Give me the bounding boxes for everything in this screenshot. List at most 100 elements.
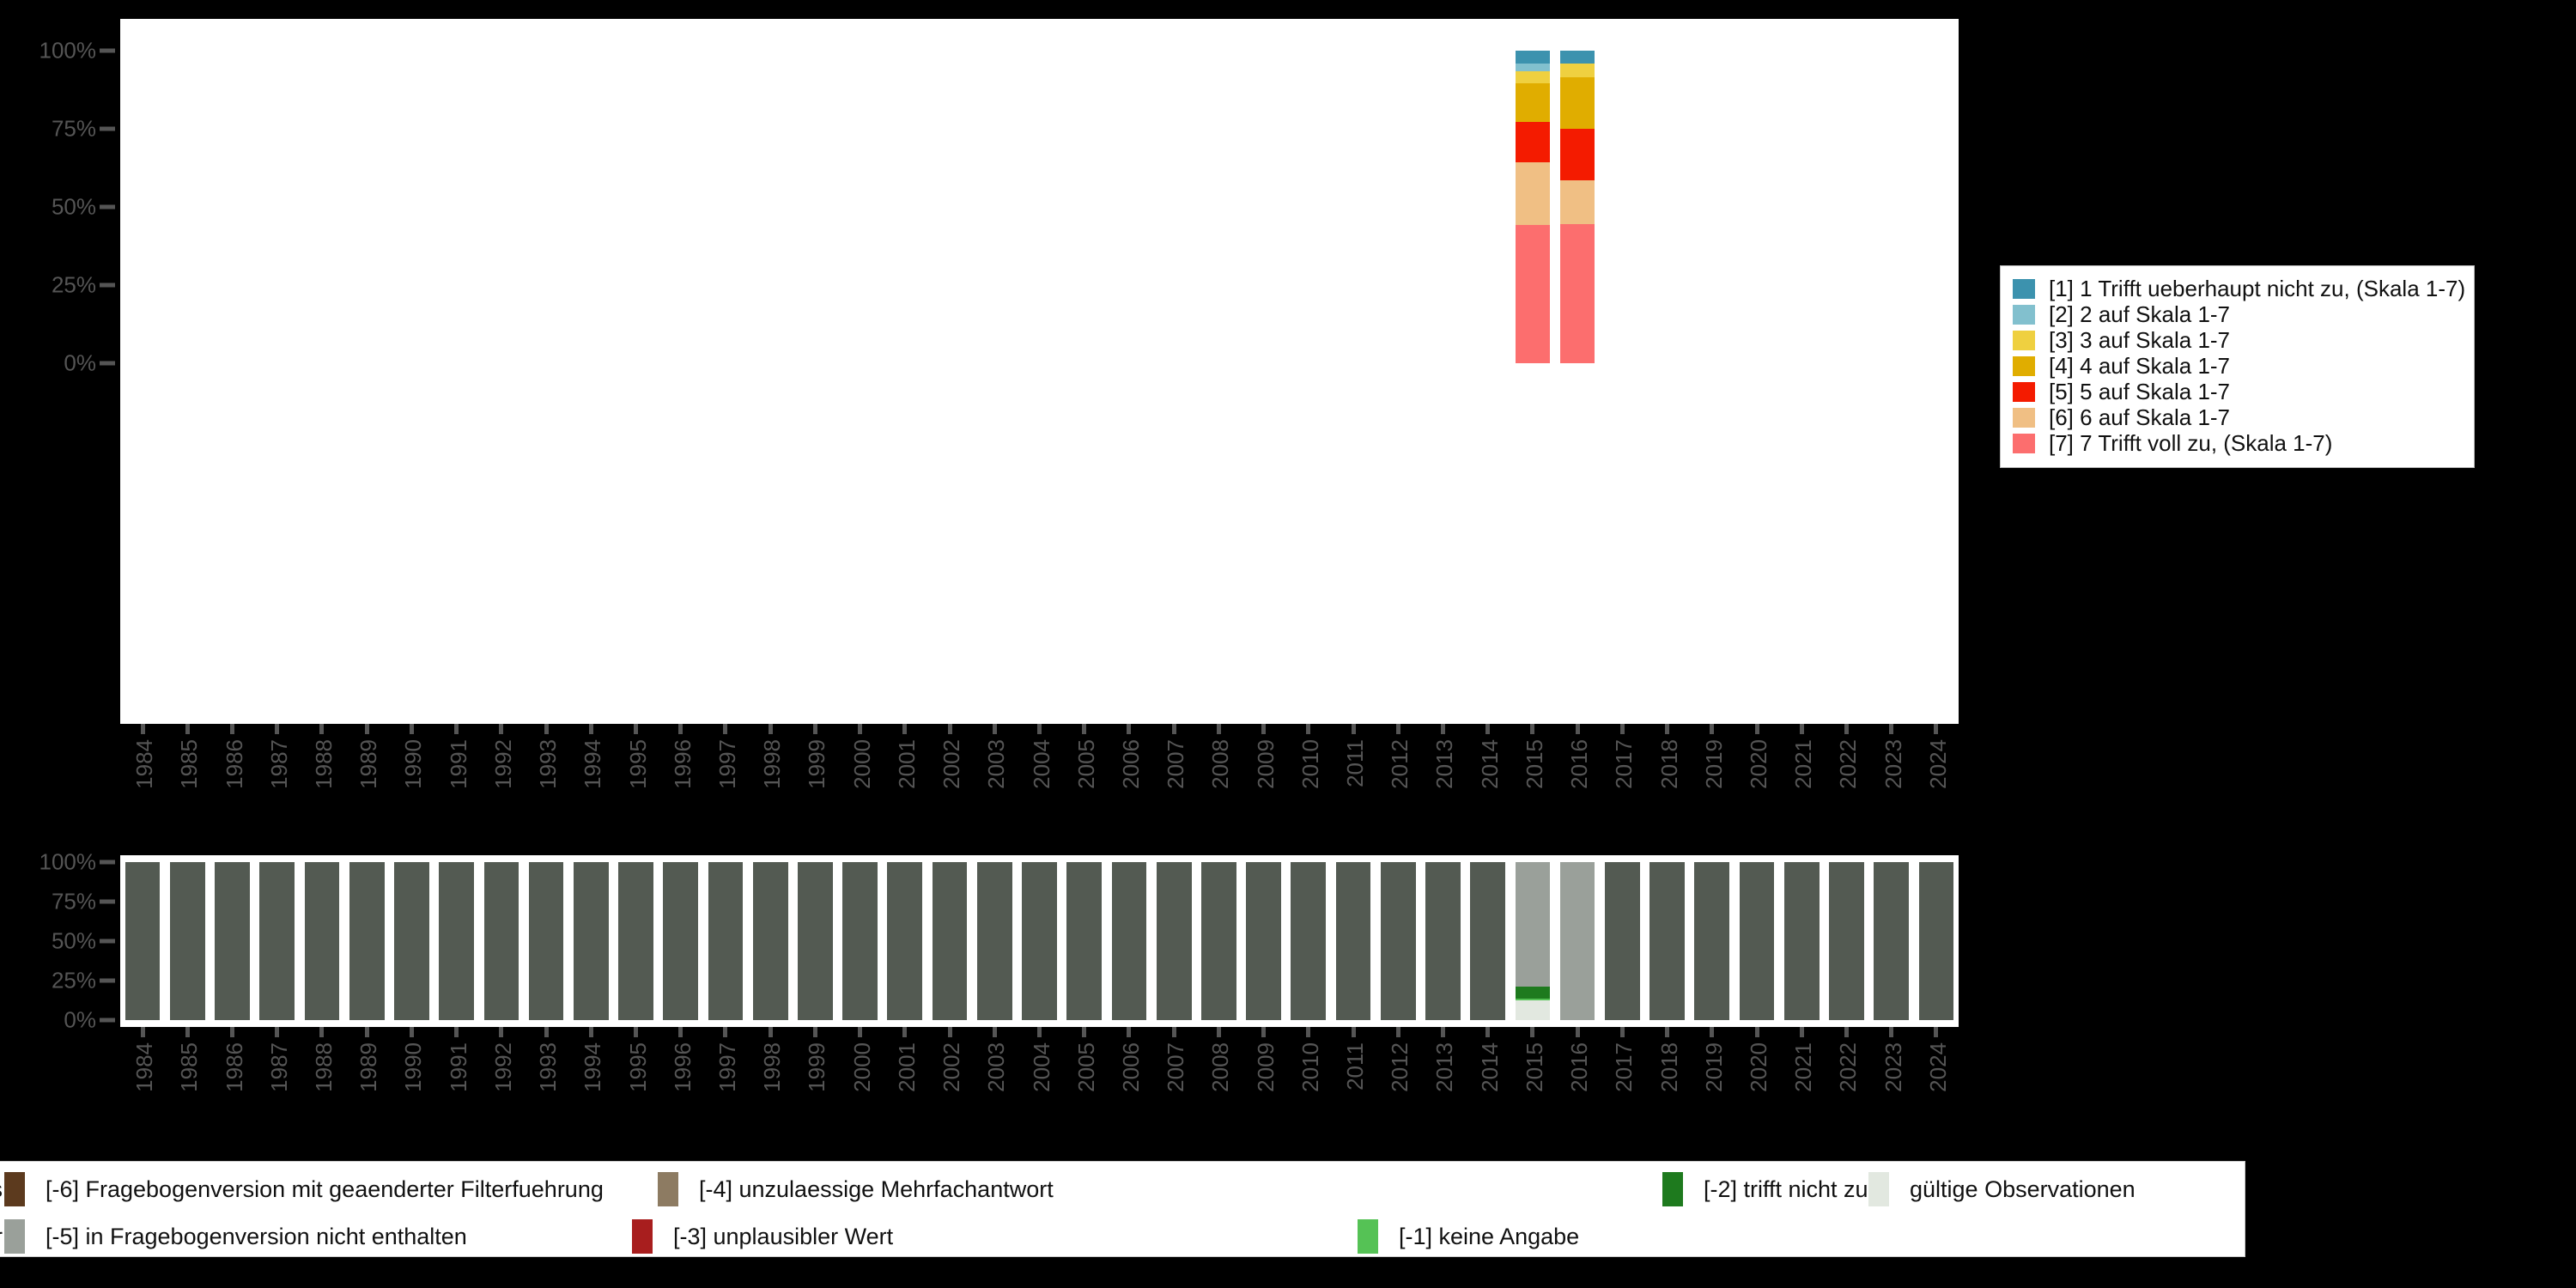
legend-color-swatch [2013, 382, 2035, 402]
legend-color-swatch [4, 1172, 25, 1206]
status-bar-2000 [842, 862, 878, 1020]
status-bar-2010 [1291, 862, 1326, 1020]
x-axis-tick-mark [275, 724, 279, 734]
legend-item[interactable]: [-3] unplausibler Wert [632, 1217, 893, 1256]
bottom-x-axis-tick-mark [544, 1027, 549, 1037]
x-axis-tick-label-2009: 2009 [1253, 739, 1279, 789]
status-bar-1994 [574, 862, 609, 1020]
legend-color-swatch [632, 1219, 653, 1254]
x-axis-tick-mark [185, 724, 190, 734]
bottom-y-axis-tick-label: 0% [64, 1007, 96, 1034]
status-segment [1112, 862, 1147, 1020]
missing-codes-legend: e in diesem Jahr nicht Teil des Fragepro… [0, 1161, 2245, 1257]
bottom-x-axis-tick-label-2008: 2008 [1207, 1042, 1234, 1092]
legend-item[interactable]: [-2] trifft nicht zu [1662, 1170, 1868, 1209]
legend-item[interactable]: [4] 4 auf Skala 1-7 [2013, 353, 2465, 379]
bottom-x-axis-tick-label-1986: 1986 [222, 1042, 248, 1092]
bottom-x-axis-tick-mark [948, 1027, 952, 1037]
status-segment [1740, 862, 1775, 1020]
x-axis-tick-label-1994: 1994 [580, 739, 606, 789]
bottom-x-axis-tick-mark [1530, 1027, 1534, 1037]
status-bar-2005 [1066, 862, 1102, 1020]
x-axis-tick-label-2012: 2012 [1387, 739, 1413, 789]
bottom-x-axis-tick-label-1990: 1990 [400, 1042, 427, 1092]
x-axis-tick-mark [1172, 724, 1176, 734]
legend-item[interactable]: [-1] keine Angabe [1358, 1217, 1579, 1256]
legend-color-swatch [4, 1219, 25, 1254]
status-bar-1998 [753, 862, 788, 1020]
x-axis-tick-mark [1620, 724, 1625, 734]
bottom-x-axis-tick-mark [275, 1027, 279, 1037]
status-segment [1516, 999, 1551, 1000]
legend-item-label: gültige Observationen [1910, 1178, 2136, 1201]
legend-item[interactable]: [6] 6 auf Skala 1-7 [2013, 404, 2465, 430]
legend-item[interactable]: [5] 5 auf Skala 1-7 [2013, 379, 2465, 404]
bar-segment [1516, 64, 1551, 70]
status-segment [1381, 862, 1416, 1020]
bottom-x-axis-tick-mark [454, 1027, 459, 1037]
legend-item[interactable]: [-4] unzulaessige Mehrfachantwort [658, 1170, 1054, 1209]
legend-item-label: [6] 6 auf Skala 1-7 [2049, 406, 2230, 428]
x-axis-tick-mark [769, 724, 773, 734]
status-bar-2016 [1560, 862, 1595, 1020]
bottom-x-axis-tick-label-2000: 2000 [849, 1042, 876, 1092]
status-bar-2012 [1381, 862, 1416, 1020]
bar-segment [1516, 162, 1551, 225]
x-axis-tick-label-2000: 2000 [849, 739, 876, 789]
status-bar-2008 [1201, 862, 1236, 1020]
legend-item[interactable]: [7] 7 Trifft voll zu, (Skala 1-7) [2013, 430, 2465, 456]
legend-item[interactable]: [1] 1 Trifft ueberhaupt nicht zu, (Skala… [2013, 276, 2465, 301]
x-axis-tick-label-2015: 2015 [1522, 739, 1548, 789]
status-segment [1336, 862, 1371, 1020]
status-segment [1022, 862, 1057, 1020]
bottom-x-axis-tick-label-2002: 2002 [939, 1042, 965, 1092]
legend-item-label: [-5] in Fragebogenversion nicht enthalte… [46, 1225, 467, 1249]
bottom-x-axis-tick-mark [365, 1027, 369, 1037]
bottom-x-axis-tick-mark [1217, 1027, 1221, 1037]
legend-item-label: [1] 1 Trifft ueberhaupt nicht zu, (Skala… [2049, 277, 2465, 300]
x-axis-tick-label-2008: 2008 [1207, 739, 1234, 789]
bottom-y-axis-tick-label: 50% [52, 928, 96, 955]
bottom-x-axis-tick-mark [1485, 1027, 1490, 1037]
y-axis-tick-mark [100, 205, 115, 210]
bottom-x-axis-tick-label-2003: 2003 [983, 1042, 1010, 1092]
bottom-x-axis-tick-mark [634, 1027, 638, 1037]
legend-item[interactable]: [3] 3 auf Skala 1-7 [2013, 327, 2465, 353]
bottom-x-axis-tick-mark [1441, 1027, 1445, 1037]
bottom-x-axis-tick-label-2020: 2020 [1746, 1042, 1772, 1092]
legend-color-swatch [1868, 1172, 1889, 1206]
y-axis-tick-label: 25% [52, 272, 96, 299]
status-segment [887, 862, 922, 1020]
bottom-y-axis-tick-label: 75% [52, 889, 96, 915]
bottom-y-axis-tick-label: 100% [39, 849, 97, 876]
x-axis-tick-mark [1037, 724, 1042, 734]
status-segment [1694, 862, 1729, 1020]
bottom-x-axis-tick-mark [1352, 1027, 1356, 1037]
status-segment [1201, 862, 1236, 1020]
x-axis-tick-label-1995: 1995 [625, 739, 652, 789]
status-bar-2015 [1516, 862, 1551, 1020]
bottom-x-axis-tick-label-1994: 1994 [580, 1042, 606, 1092]
legend-item[interactable]: e in diesem Jahr nicht Teil des Fragepro… [0, 1170, 604, 1209]
observation-status-plot-area [120, 855, 1959, 1027]
status-bar-1996 [663, 862, 698, 1020]
bottom-x-axis-tick-label-2013: 2013 [1431, 1042, 1458, 1092]
status-segment [170, 862, 205, 1020]
bottom-x-axis-tick-mark [230, 1027, 234, 1037]
status-bar-1987 [259, 862, 295, 1020]
bottom-x-axis-tick-label-2019: 2019 [1701, 1042, 1728, 1092]
legend-item[interactable]: [2] 2 auf Skala 1-7 [2013, 301, 2465, 327]
bottom-x-axis-tick-mark [1082, 1027, 1086, 1037]
status-bar-1991 [439, 862, 474, 1020]
status-segment [574, 862, 609, 1020]
x-axis-tick-mark [1665, 724, 1669, 734]
x-axis-tick-label-2024: 2024 [1925, 739, 1952, 789]
status-bar-1995 [618, 862, 653, 1020]
x-axis-tick-label-2003: 2003 [983, 739, 1010, 789]
x-axis-tick-mark [1441, 724, 1445, 734]
status-bar-2018 [1649, 862, 1685, 1020]
legend-item[interactable]: n weniger eingeschraenkter Edition verfu… [0, 1217, 467, 1256]
legend-item[interactable]: gültige Observationen [1868, 1170, 2136, 1209]
status-bar-2002 [933, 862, 968, 1020]
bar-segment [1516, 71, 1551, 84]
